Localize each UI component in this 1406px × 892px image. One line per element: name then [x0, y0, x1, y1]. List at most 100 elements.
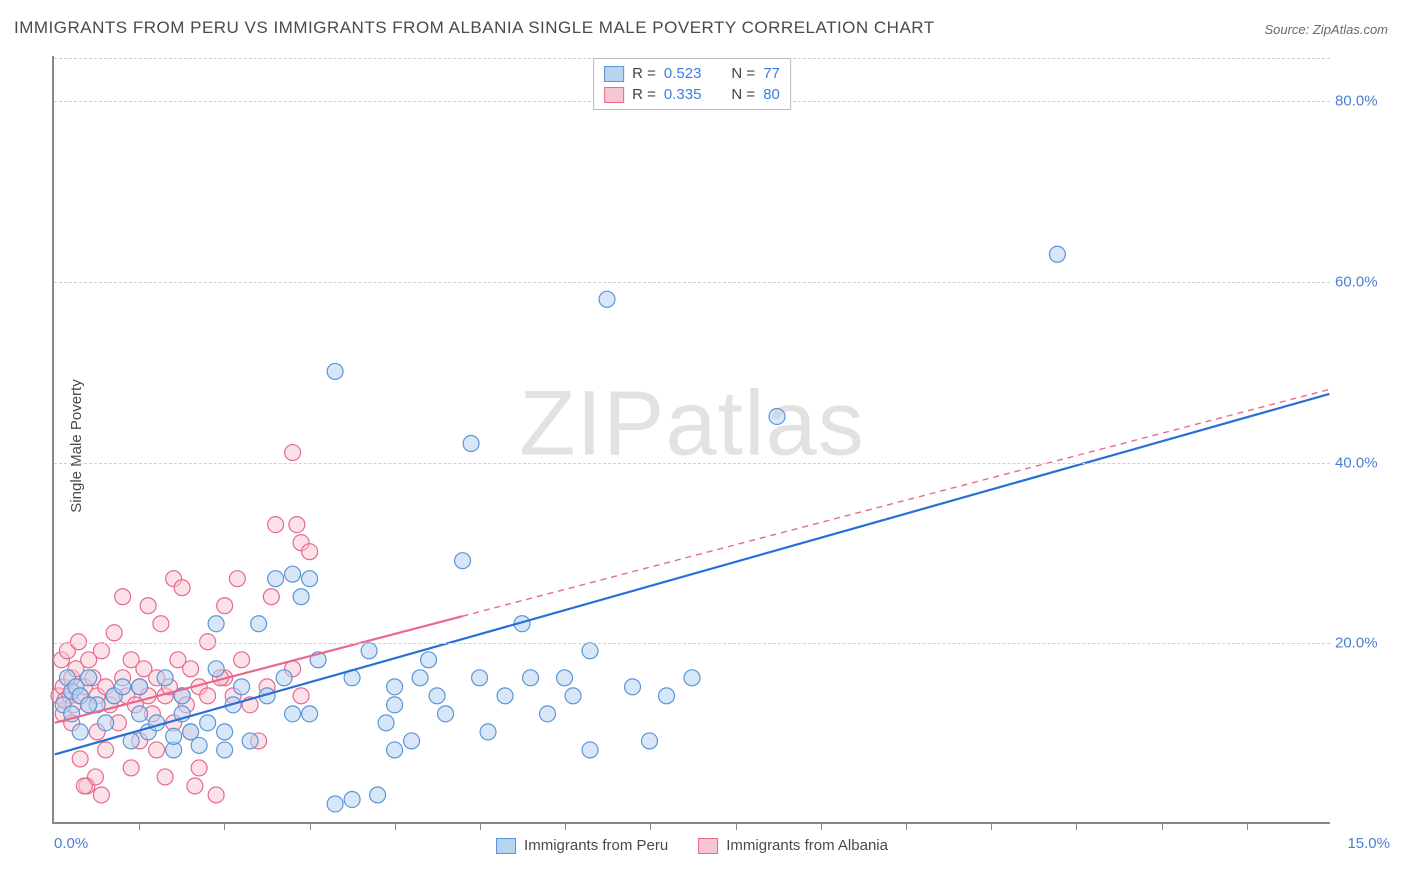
data-point — [268, 571, 284, 587]
data-point — [285, 445, 301, 461]
x-tick — [224, 822, 225, 830]
data-point — [769, 408, 785, 424]
data-point — [327, 363, 343, 379]
data-point — [344, 791, 360, 807]
x-tick — [906, 822, 907, 830]
data-point — [115, 679, 131, 695]
x-tick — [310, 822, 311, 830]
data-point — [472, 670, 488, 686]
data-point — [293, 688, 309, 704]
data-point — [153, 616, 169, 632]
data-point — [276, 670, 292, 686]
data-point — [480, 724, 496, 740]
legend-label-albania: Immigrants from Albania — [726, 837, 888, 854]
data-point — [157, 670, 173, 686]
x-tick — [650, 822, 651, 830]
data-point — [285, 706, 301, 722]
data-point — [412, 670, 428, 686]
data-point — [229, 571, 245, 587]
data-point — [387, 697, 403, 713]
data-point — [115, 589, 131, 605]
n-label: N = — [731, 65, 755, 82]
correlation-legend: R = 0.523 N = 77 R = 0.335 N = 80 — [593, 58, 791, 110]
data-point — [183, 661, 199, 677]
data-point — [200, 688, 216, 704]
data-point — [523, 670, 539, 686]
data-point — [540, 706, 556, 722]
swatch-albania-bottom — [698, 838, 718, 854]
data-point — [98, 742, 114, 758]
data-point — [642, 733, 658, 749]
r-value-albania: 0.335 — [664, 86, 702, 103]
data-point — [72, 724, 88, 740]
swatch-albania — [604, 87, 624, 103]
data-point — [582, 643, 598, 659]
x-tick — [480, 822, 481, 830]
data-point — [191, 737, 207, 753]
data-point — [438, 706, 454, 722]
data-point — [421, 652, 437, 668]
data-point — [76, 778, 92, 794]
data-point — [361, 643, 377, 659]
chart-svg — [54, 56, 1330, 822]
data-point — [106, 625, 122, 641]
swatch-peru — [604, 66, 624, 82]
y-tick-label: 80.0% — [1335, 93, 1390, 110]
data-point — [625, 679, 641, 695]
data-point — [251, 616, 267, 632]
data-point — [191, 760, 207, 776]
data-point — [378, 715, 394, 731]
plot-area: ZIPatlas R = 0.523 N = 77 R = 0.335 N = … — [52, 56, 1330, 824]
data-point — [200, 634, 216, 650]
data-point — [157, 769, 173, 785]
legend-item-peru: Immigrants from Peru — [496, 837, 668, 854]
data-point — [1049, 246, 1065, 262]
data-point — [302, 706, 318, 722]
gridline-h — [54, 463, 1330, 464]
data-point — [455, 553, 471, 569]
data-point — [285, 566, 301, 582]
source-attribution: Source: ZipAtlas.com — [1264, 22, 1388, 37]
data-point — [263, 589, 279, 605]
x-tick — [821, 822, 822, 830]
legend-row-albania: R = 0.335 N = 80 — [604, 84, 780, 105]
data-point — [208, 787, 224, 803]
data-point — [387, 679, 403, 695]
data-point — [81, 670, 97, 686]
legend-label-peru: Immigrants from Peru — [524, 837, 668, 854]
gridline-h — [54, 643, 1330, 644]
n-label: N = — [731, 86, 755, 103]
data-point — [387, 742, 403, 758]
x-tick — [1162, 822, 1163, 830]
legend-row-peru: R = 0.523 N = 77 — [604, 63, 780, 84]
data-point — [302, 571, 318, 587]
gridline-h — [54, 282, 1330, 283]
data-point — [289, 517, 305, 533]
data-point — [217, 742, 233, 758]
chart-title: IMMIGRANTS FROM PERU VS IMMIGRANTS FROM … — [14, 18, 935, 38]
data-point — [217, 598, 233, 614]
data-point — [234, 679, 250, 695]
data-point — [208, 616, 224, 632]
x-tick-label: 15.0% — [1347, 835, 1390, 852]
y-tick-label: 60.0% — [1335, 273, 1390, 290]
data-point — [234, 652, 250, 668]
data-point — [463, 436, 479, 452]
x-tick — [1247, 822, 1248, 830]
r-label: R = — [632, 86, 656, 103]
data-point — [242, 733, 258, 749]
data-point — [132, 679, 148, 695]
trend-line — [463, 389, 1330, 616]
data-point — [370, 787, 386, 803]
trend-line — [55, 394, 1330, 754]
data-point — [149, 742, 165, 758]
data-point — [404, 733, 420, 749]
data-point — [217, 724, 233, 740]
data-point — [200, 715, 216, 731]
data-point — [70, 634, 86, 650]
data-point — [582, 742, 598, 758]
data-point — [98, 715, 114, 731]
data-point — [166, 728, 182, 744]
r-value-peru: 0.523 — [664, 65, 702, 82]
data-point — [81, 697, 97, 713]
